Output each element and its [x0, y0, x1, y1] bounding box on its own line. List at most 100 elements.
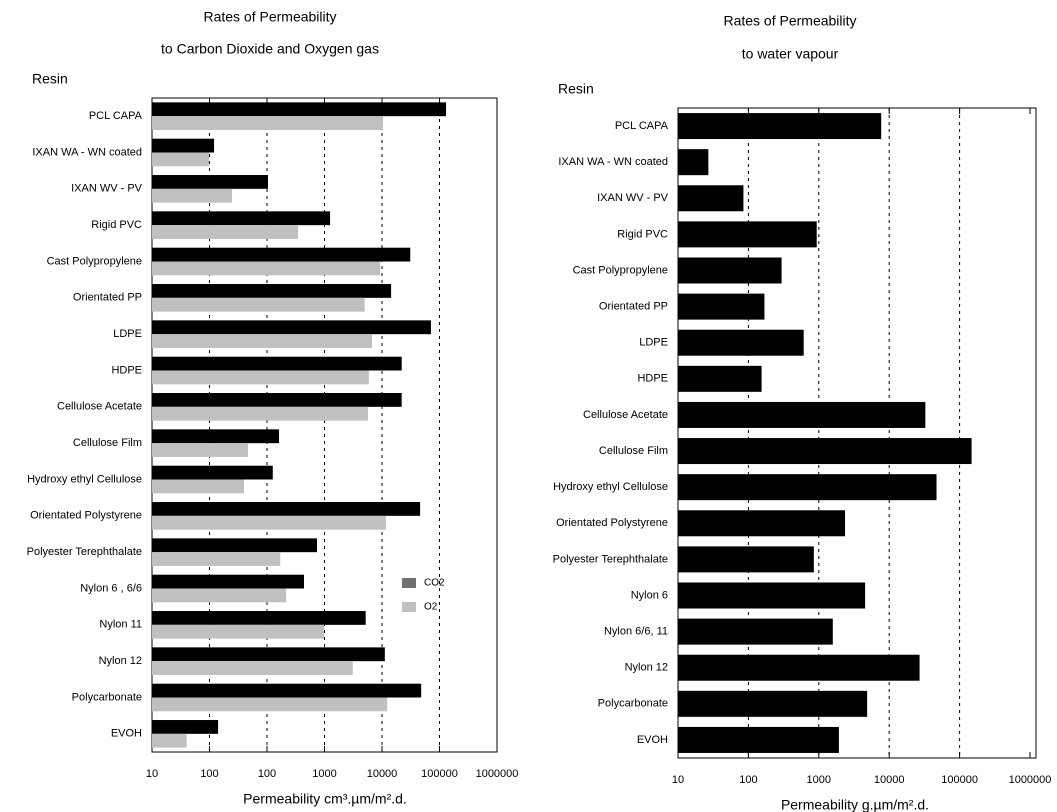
x-tick-label: 1000000	[476, 768, 519, 780]
bar	[152, 479, 244, 494]
y-tick-label: LDPE	[113, 328, 142, 340]
plot-frame	[677, 107, 1037, 759]
x-tick-label: 100	[200, 768, 218, 780]
y-tick-label: HDPE	[111, 364, 142, 376]
bar	[678, 113, 882, 140]
bar	[152, 247, 411, 262]
y-tick-label: PCL CAPA	[89, 110, 143, 122]
x-tick-label: 10	[146, 768, 158, 780]
bar	[152, 406, 368, 421]
bar	[152, 443, 248, 457]
bar	[152, 102, 447, 117]
y-tick-label: Cellulose Acetate	[57, 401, 142, 413]
bar	[152, 647, 385, 662]
bar	[152, 661, 353, 675]
chart-subtitle: to water vapour	[742, 46, 839, 62]
chart-title: Rates of Permeability	[723, 13, 856, 29]
y-tick-label: LDPE	[639, 337, 668, 349]
legend-label: O2	[424, 602, 438, 613]
bar	[152, 502, 421, 516]
bar	[152, 297, 365, 312]
x-axis-title: Permeability cm³.µm/m².d.	[243, 791, 407, 807]
bar	[152, 624, 324, 639]
x-tick-label: 1000	[807, 774, 831, 786]
bar	[152, 116, 383, 130]
bar	[152, 465, 273, 480]
y-tick-label: Nylon 6	[631, 589, 668, 601]
bar	[152, 334, 372, 348]
bar	[152, 393, 402, 407]
y-tick-label: Orientated PP	[599, 301, 668, 313]
bar	[678, 293, 765, 320]
bar	[678, 185, 744, 212]
y-tick-label: Nylon 6 , 6/6	[80, 582, 142, 594]
y-tick-label: Polyester Terephthalate	[27, 546, 142, 558]
y-tick-label: Polycarbonate	[598, 698, 668, 710]
y-tick-label: HDPE	[637, 373, 668, 385]
y-tick-label: Orientated PP	[73, 292, 142, 304]
y-tick-label: Cellulose Film	[599, 445, 668, 457]
y-tick-label: Nylon 12	[99, 655, 142, 667]
y-tick-label: EVOH	[637, 734, 668, 746]
y-tick-label: Nylon 12	[625, 662, 668, 674]
bar	[678, 329, 804, 356]
bar	[152, 683, 422, 698]
bar	[678, 726, 839, 753]
bar	[152, 588, 287, 603]
bar	[152, 697, 388, 712]
y-tick-label: Orientated Polystyrene	[556, 517, 668, 529]
y-tick-label: Cast Polypropylene	[573, 264, 668, 276]
bar	[678, 546, 814, 573]
bar	[152, 733, 187, 748]
bar	[152, 538, 317, 553]
chart-subtitle: to Carbon Dioxide and Oxygen gas	[161, 41, 379, 57]
legend-swatch	[402, 578, 416, 588]
bar	[152, 370, 369, 385]
bar	[152, 429, 280, 444]
y-tick-label: IXAN WV - PV	[597, 192, 669, 204]
y-tick-label: Hydroxy ethyl Cellulose	[27, 473, 142, 485]
bar	[678, 690, 868, 717]
bar	[678, 365, 762, 392]
y-tick-label: Polycarbonate	[72, 691, 142, 703]
y-tick-label: IXAN WA - WN coated	[32, 146, 142, 158]
bar	[152, 261, 381, 276]
y-tick-label: IXAN WV - PV	[71, 183, 143, 195]
y-tick-label: Hydroxy ethyl Cellulose	[553, 481, 668, 493]
y-tick-label: IXAN WA - WN coated	[558, 156, 668, 168]
bar	[152, 175, 268, 189]
bar	[678, 401, 926, 428]
y-tick-label: EVOH	[111, 728, 142, 740]
x-tick-label: 10	[672, 774, 684, 786]
bar	[678, 149, 709, 176]
bar	[678, 257, 782, 284]
bar	[678, 438, 972, 465]
x-tick-label: 100000	[421, 768, 458, 780]
bar	[152, 188, 232, 203]
y-tick-label: Nylon 6/6, 11	[604, 626, 668, 638]
bar	[678, 654, 920, 681]
bar	[152, 356, 402, 371]
x-tick-label: 100	[258, 768, 276, 780]
x-axis-title: Permeability g.µm/m².d.	[781, 797, 929, 812]
y-tick-label: Polyester Terephthalate	[553, 553, 668, 565]
bar	[678, 618, 833, 645]
y-tick-label: Rigid PVC	[617, 228, 668, 240]
y-tick-label: Nylon 11	[99, 619, 142, 631]
y-axis-title: Resin	[32, 71, 68, 87]
y-tick-label: PCL CAPA	[615, 120, 669, 132]
chart-title: Rates of Permeability	[203, 9, 336, 25]
bar	[678, 474, 937, 501]
legend-swatch	[402, 602, 416, 612]
bar	[152, 152, 209, 167]
bar	[152, 225, 299, 239]
bar	[152, 211, 331, 226]
x-tick-label: 1000	[312, 768, 336, 780]
x-tick-label: 100	[739, 774, 757, 786]
bar	[152, 284, 392, 298]
y-tick-label: Orientated Polystyrene	[30, 510, 142, 522]
x-tick-label: 100000	[941, 774, 978, 786]
y-tick-label: Cast Polypropylene	[47, 255, 142, 267]
bar	[678, 582, 866, 609]
bar	[152, 515, 386, 530]
